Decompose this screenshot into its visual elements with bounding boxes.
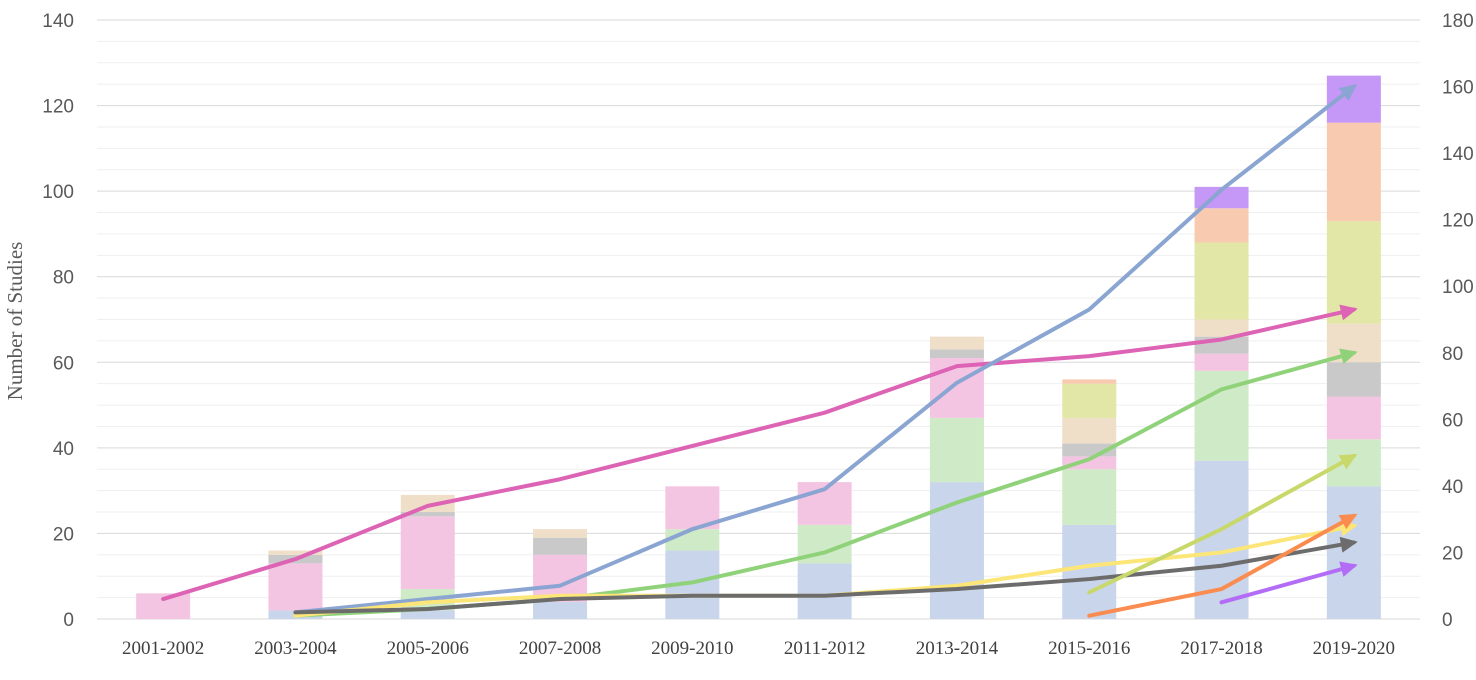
trend-line [1087, 513, 1356, 618]
x-tick-label: 2011-2012 [784, 638, 866, 659]
y2-tick-label: 40 [1442, 477, 1463, 498]
trend-lines [161, 84, 1358, 618]
trend-arrowhead [1339, 348, 1358, 364]
y-tick-label: 100 [42, 182, 74, 203]
y-tick-label: 40 [53, 439, 74, 460]
bar-segment [1062, 383, 1117, 418]
bar-segment [1062, 524, 1117, 619]
x-tick-label: 2001-2002 [122, 638, 204, 659]
bar-segment [400, 494, 455, 513]
x-tick-label: 2015-2016 [1048, 638, 1130, 659]
y2-tick-label: 20 [1442, 543, 1463, 564]
trend-line [1087, 453, 1356, 595]
bar-segment [400, 512, 455, 517]
y-tick-label: 60 [53, 353, 74, 374]
x-tick-label: 2003-2004 [254, 638, 337, 659]
bar-segment [1194, 319, 1249, 337]
bar-segment [1326, 221, 1381, 324]
bar-segment [1062, 469, 1117, 525]
y-axis-left: 0 20 40 60 80 100 120 140 [42, 11, 74, 631]
x-tick-label: 2005-2006 [387, 638, 469, 659]
y2-tick-label: 180 [1442, 11, 1474, 32]
bar-segment [1326, 486, 1381, 619]
y2-tick-label: 80 [1442, 344, 1463, 365]
bar-segment [1062, 417, 1117, 444]
y-tick-label: 80 [53, 268, 74, 289]
trend-arrowhead [1338, 513, 1358, 530]
x-tick-label: 2019-2020 [1313, 638, 1395, 659]
y-axis-label: Number of Studies [3, 242, 27, 401]
bar-segment [400, 516, 455, 590]
x-tick-label: 2017-2018 [1180, 638, 1262, 659]
bar-segment [400, 610, 455, 619]
bars [136, 75, 1381, 619]
bar-segment [533, 601, 588, 619]
y-tick-label: 140 [42, 11, 74, 32]
y-tick-label: 0 [63, 610, 74, 631]
bar-segment [1326, 122, 1381, 222]
bar-segment [1062, 379, 1117, 384]
bar-segment [533, 529, 588, 538]
trend-arrowhead [1338, 454, 1358, 470]
trend-line [293, 84, 1356, 615]
bar-segment [1194, 208, 1249, 243]
bar-segment [1062, 456, 1117, 470]
bar-segment [268, 550, 323, 555]
trend-arrowhead [1339, 304, 1358, 321]
bar-segment [929, 336, 984, 350]
bar-segment [929, 482, 984, 619]
trend-arrowhead [1339, 536, 1358, 553]
bar-segment [1326, 362, 1381, 397]
x-axis: 2001-2002 2003-2004 2005-2006 2007-2008 2009… [122, 638, 1395, 659]
y2-tick-label: 120 [1442, 211, 1474, 232]
bar-segment [797, 563, 852, 619]
bar-segment [929, 417, 984, 483]
y2-tick-label: 60 [1442, 410, 1463, 431]
bar-segment [1326, 439, 1381, 487]
y2-tick-label: 140 [1442, 144, 1474, 165]
trend-line [1219, 563, 1356, 605]
trend-arrowhead [1338, 84, 1358, 101]
y-tick-label: 120 [42, 97, 74, 118]
bar-segment [929, 349, 984, 359]
y-tick-label: 20 [53, 524, 74, 545]
trend-arrowhead [1339, 561, 1358, 577]
x-tick-label: 2007-2008 [519, 638, 601, 659]
bar-segment [533, 537, 588, 555]
x-tick-label: 2013-2014 [916, 638, 999, 659]
bar-segment [1194, 353, 1249, 371]
bar-segment [1194, 242, 1249, 320]
x-tick-label: 2009-2010 [651, 638, 733, 659]
y2-tick-label: 100 [1442, 277, 1474, 298]
bar-segment [268, 563, 323, 611]
y-axis-right: 0 20 40 60 80 100 120 140 160 180 [1442, 11, 1474, 631]
bar-segment [1326, 396, 1381, 440]
trend-line [161, 307, 1356, 602]
bar-segment [665, 529, 720, 551]
trend-line [293, 540, 1356, 615]
y2-tick-label: 0 [1442, 610, 1453, 631]
y2-tick-label: 160 [1442, 78, 1474, 99]
